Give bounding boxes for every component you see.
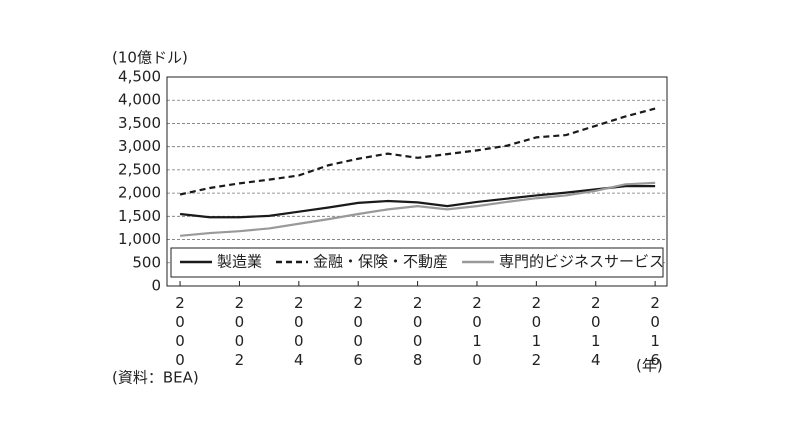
y-tick-label: 0 xyxy=(151,277,161,295)
y-tick-label: 4,500 xyxy=(118,68,161,86)
x-tick-label: 2004 xyxy=(290,294,308,370)
y-unit-label: (10億ドル) xyxy=(112,49,188,67)
y-tick-label: 2,000 xyxy=(118,184,161,202)
x-unit-label: (年) xyxy=(636,357,663,375)
x-tick-label: 2000 xyxy=(171,294,189,370)
y-tick-label: 4,000 xyxy=(118,91,161,109)
y-tick-label: 500 xyxy=(132,253,161,271)
y-tick-label: 3,000 xyxy=(118,137,161,155)
legend-label: 専門的ビジネスサービス xyxy=(499,253,664,271)
y-tick-label: 2,500 xyxy=(118,160,161,178)
x-tick-label: 2014 xyxy=(587,294,605,370)
y-tick-label: 1,500 xyxy=(118,207,161,225)
y-tick-label: 1,000 xyxy=(118,230,161,248)
legend-label: 金融・保険・不動産 xyxy=(313,253,448,271)
x-tick-label: 2002 xyxy=(230,294,248,370)
x-tick-label: 2010 xyxy=(468,294,486,370)
x-tick-label: 2016 xyxy=(646,294,664,370)
series-line xyxy=(179,107,656,196)
series-line xyxy=(179,185,656,219)
x-tick-label: 2012 xyxy=(527,294,545,370)
source-note: (資料：BEA) xyxy=(112,369,199,387)
series-line xyxy=(179,181,656,237)
legend-label: 製造業 xyxy=(217,253,262,271)
x-tick-label: 2006 xyxy=(349,294,367,370)
plot-frame xyxy=(166,76,668,287)
y-tick-label: 3,500 xyxy=(118,114,161,132)
x-tick-label: 2008 xyxy=(409,294,427,370)
legend-box xyxy=(170,247,664,278)
